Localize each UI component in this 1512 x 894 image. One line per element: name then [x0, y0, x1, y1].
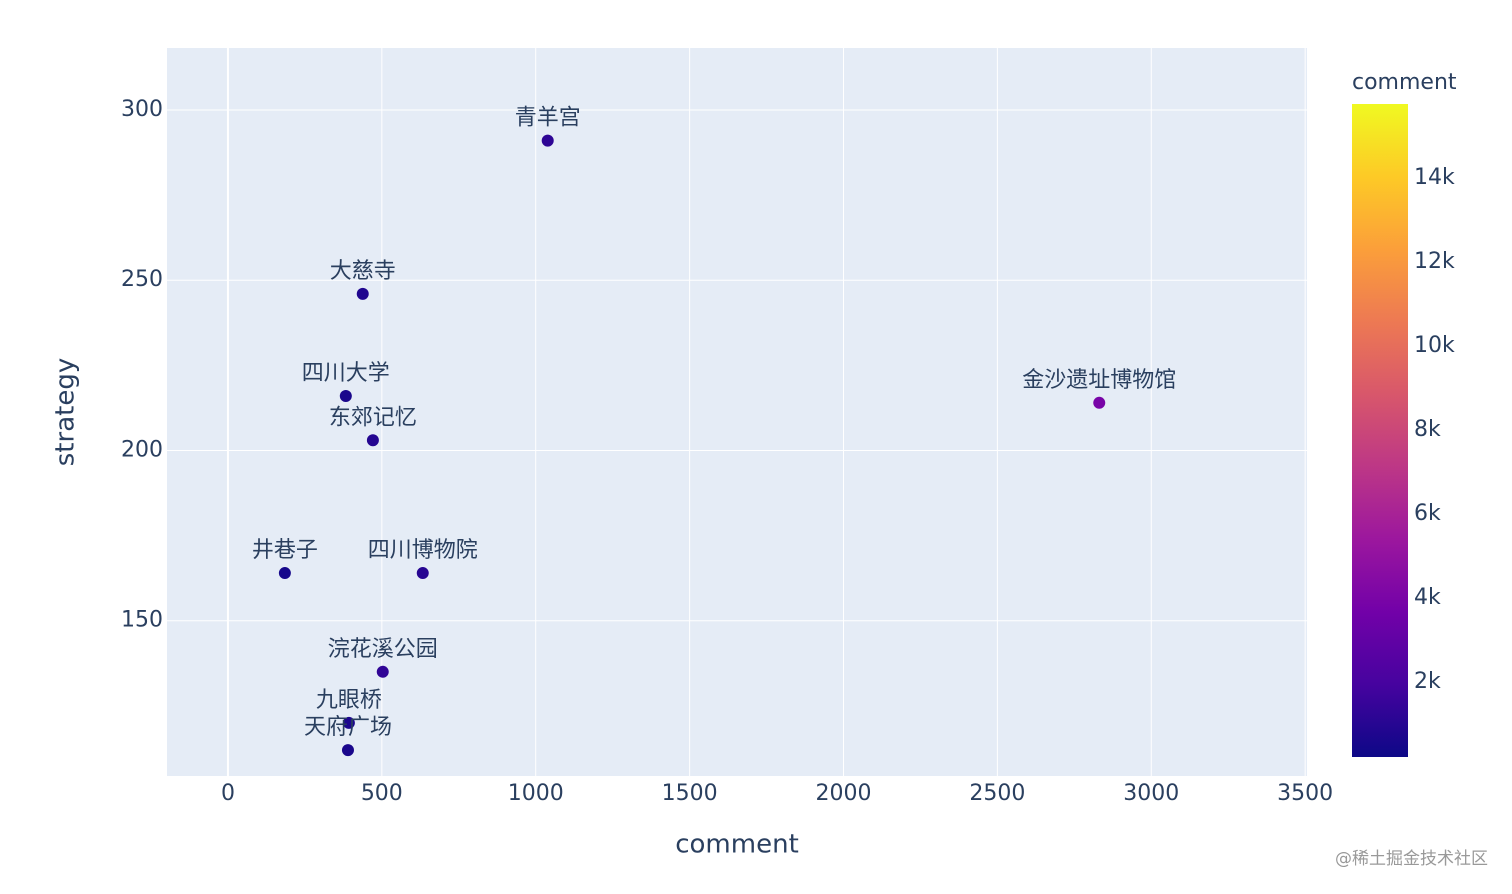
y-tick-label: 300: [121, 97, 163, 122]
point-label: 天府广场: [304, 715, 392, 740]
point: [541, 134, 554, 147]
x-tick-label: 3000: [1123, 781, 1179, 806]
x-tick-label: 3500: [1277, 781, 1333, 806]
x-tick-label: 2000: [815, 781, 871, 806]
colorbar-tick-label: 8k: [1414, 417, 1441, 442]
plot-area: [167, 48, 1307, 776]
y-axis-title: strategy: [51, 358, 81, 466]
colorbar-tick-label: 12k: [1414, 249, 1455, 274]
x-tick-label: 1000: [508, 781, 564, 806]
point: [356, 287, 369, 300]
colorbar-tick-label: 4k: [1414, 585, 1441, 610]
watermark: @稀土掘金技术社区: [1335, 849, 1488, 869]
colorbar-tick-label: 6k: [1414, 501, 1441, 526]
colorbar-tick-label: 10k: [1414, 333, 1455, 358]
y-tick-label: 150: [121, 608, 163, 633]
point-label: 井巷子: [252, 538, 318, 563]
point-label: 九眼桥: [316, 688, 382, 713]
point: [366, 434, 379, 447]
x-tick-label: 2500: [969, 781, 1025, 806]
point: [342, 716, 355, 729]
x-tick-label: 0: [221, 781, 235, 806]
point-label: 四川大学: [302, 361, 390, 386]
point-label: 金沙遗址博物馆: [1022, 368, 1176, 393]
colorbar-tick-label: 2k: [1414, 669, 1441, 694]
point: [376, 665, 389, 678]
point-label: 东郊记忆: [329, 405, 417, 430]
point: [416, 567, 429, 580]
point-label: 浣花溪公园: [328, 637, 438, 662]
colorbar-title: comment: [1352, 70, 1457, 95]
y-tick-label: 250: [121, 267, 163, 292]
colorbar: [1352, 104, 1408, 757]
point: [278, 567, 291, 580]
y-tick-label: 200: [121, 437, 163, 462]
x-tick-label: 500: [361, 781, 403, 806]
point-label: 青羊宫: [515, 106, 581, 131]
colorbar-tick-label: 14k: [1414, 165, 1455, 190]
point: [341, 744, 354, 757]
x-tick-label: 1500: [662, 781, 718, 806]
point-label: 四川博物院: [368, 538, 478, 563]
point-label: 大慈寺: [330, 259, 396, 284]
point: [1093, 396, 1106, 409]
x-axis-title: comment: [675, 830, 799, 860]
point: [339, 389, 352, 402]
